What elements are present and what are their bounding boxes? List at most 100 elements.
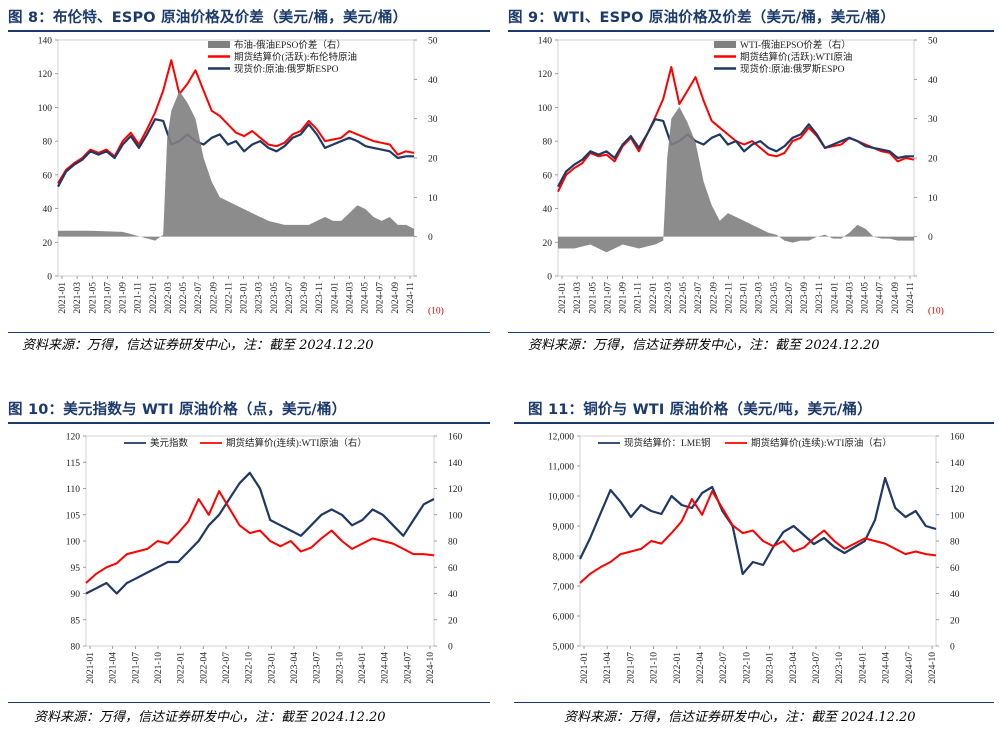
fig10-x-tick-5: 2022-04 (199, 652, 209, 684)
fig9-yright-tick-3: 20 (928, 155, 938, 165)
fig10-title: 图 10：美元指数与 WTI 原油价格（点，美元/桶） (8, 402, 347, 418)
fig10-yright-tick-6: 120 (448, 485, 463, 495)
fig10-x-tick-8: 2023-01 (267, 652, 277, 684)
fig11-x-tick-8: 2023-01 (766, 652, 776, 684)
fig8-yright-tick-5: 40 (428, 76, 438, 86)
fig10-yleft-tick-7: 115 (66, 459, 80, 469)
fig11-yright-tick-6: 120 (950, 485, 965, 495)
fig11-bottom-rule (514, 702, 994, 703)
fig10-bottom-rule (8, 702, 490, 703)
fig8-x-tick-23: 2024-11 (406, 282, 416, 314)
fig9-x-tick-1: 2021-03 (573, 282, 583, 314)
fig8-yright-tick-1: 0 (428, 233, 433, 243)
fig8-yleft-tick-5: 100 (38, 104, 53, 114)
fig8-yright-tick-4: 30 (428, 115, 438, 125)
fig8-x-tick-11: 2022-11 (224, 282, 234, 314)
fig11-x-tick-12: 2024-01 (858, 652, 868, 684)
fig8-yleft-tick-4: 80 (43, 138, 53, 148)
fig8-x-tick-17: 2023-11 (315, 282, 325, 314)
fig11-yright-tick-1: 20 (950, 616, 960, 626)
fig9-yleft-tick-1: 20 (543, 239, 553, 249)
panel-fig10: 图 10：美元指数与 WTI 原油价格（点，美元/桶） 80 85 90 95 100 1… (8, 398, 490, 738)
fig11-chart: 5,000 6,000 7,000 8,000 9,000 10,000 11,000 12,… (548, 433, 965, 684)
fig9-x-tick-12: 2023-01 (740, 282, 750, 314)
fig9-bottom-rule (508, 332, 994, 333)
panel-fig8: 图 8：布伦特、ESPO 原油价格及价差（美元/桶，美元/桶） 0 20 40 60 8… (8, 6, 490, 356)
fig9-x-tick-15: 2023-07 (785, 282, 795, 314)
fig10-x-tick-2: 2021-07 (131, 652, 141, 684)
fig11-x-tick-2: 2021-07 (626, 652, 636, 684)
fig11-x-tick-0: 2021-01 (580, 652, 590, 684)
fig8-x-tick-2: 2021-05 (88, 282, 98, 314)
fig9-x-tick-19: 2024-03 (845, 282, 855, 314)
fig8-legend-2: 现货价:原油:俄罗斯ESPO (234, 63, 339, 75)
fig8-x-tick-7: 2022-03 (164, 282, 174, 314)
fig11-series-0-line (579, 476, 937, 576)
fig8-x-tick-13: 2023-03 (255, 282, 265, 314)
fig8-legend-swatch-0 (208, 41, 230, 48)
fig9-x-tick-4: 2021-09 (619, 282, 629, 314)
fig9-x-tick-5: 2021-11 (634, 282, 644, 314)
fig8-source: 资料来源：万得，信达证券研发中心，注：截至 2024.12.20 (22, 338, 374, 353)
panel-fig9: 图 9：WTI、ESPO 原油价格及价差（美元/桶，美元/桶） 0 20 40 60 8… (508, 6, 994, 356)
fig9-yright-tick-1: 0 (928, 233, 933, 243)
fig10-legend-0: 美元指数 (150, 437, 189, 449)
fig10-x-tick-11: 2023-10 (335, 652, 345, 684)
fig11-top-rule (514, 422, 994, 424)
fig8-series-2-area (58, 91, 414, 241)
fig10-x-tick-7: 2022-10 (245, 652, 255, 684)
fig10-x-tick-6: 2022-07 (222, 652, 232, 684)
fig8-x-tick-22: 2024-09 (391, 282, 401, 314)
fig8-x-tick-0: 2021-01 (58, 282, 68, 314)
fig8-yleft-tick-3: 60 (43, 171, 53, 181)
fig9-yleft-tick-4: 80 (543, 138, 553, 148)
fig11-x-tick-13: 2024-04 (882, 652, 892, 684)
fig8-series-0-line (57, 59, 415, 184)
fig10-x-tick-10: 2023-07 (313, 652, 323, 684)
fig8-yright-tick-2: 10 (428, 194, 438, 204)
fig9-legend-0: WTI-俄油EPSO价差（右） (740, 39, 851, 51)
fig11-x-tick-11: 2023-10 (835, 652, 845, 684)
fig8-x-tick-1: 2021-03 (73, 282, 83, 314)
fig10-legend-1: 期货结算价(连续):WTI原油（右） (226, 437, 367, 449)
fig10-yright-tick-2: 40 (448, 590, 458, 600)
fig9-legend-1: 期货结算价(活跃):WTI原油 (740, 51, 852, 63)
fig9-yleft-tick-3: 60 (543, 171, 553, 181)
fig11-x-tick-9: 2023-04 (789, 652, 799, 684)
fig11-yleft-tick-4: 9,000 (553, 523, 575, 533)
fig11-legend-1: 期货结算价(连续):WTI原油（右） (751, 437, 892, 449)
fig8-bottom-rule (8, 332, 490, 333)
fig8-x-tick-18: 2024-01 (330, 282, 340, 314)
fig9-yleft-tick-0: 0 (547, 273, 552, 283)
fig10-x-tick-1: 2021-04 (109, 652, 119, 684)
fig11-x-tick-5: 2022-04 (696, 652, 706, 684)
fig9-yleft-tick-5: 100 (538, 104, 553, 114)
fig9-x-tick-23: 2024-11 (906, 282, 916, 314)
fig8-x-tick-20: 2024-05 (361, 282, 371, 314)
fig9-chart: 0 20 40 60 80 100 120 140 (10) 0 10 20 30 40 50 2021-01… (538, 37, 944, 317)
fig11-yright-tick-5: 100 (950, 511, 965, 521)
fig10-yleft-tick-6: 110 (66, 485, 80, 495)
fig11-yleft-tick-0: 5,000 (553, 643, 575, 653)
fig8-yright-tick-3: 20 (428, 155, 438, 165)
fig10-series-1-line (85, 490, 435, 584)
fig9-source: 资料来源：万得，信达证券研发中心，注：截至 2024.12.20 (528, 338, 880, 353)
fig11-yleft-tick-3: 8,000 (553, 553, 575, 563)
fig9-x-tick-2: 2021-05 (588, 282, 598, 314)
fig8-x-tick-15: 2023-07 (285, 282, 295, 314)
fig10-x-tick-13: 2024-04 (381, 652, 391, 684)
fig11-yright-tick-2: 40 (950, 590, 960, 600)
fig9-x-tick-9: 2022-07 (694, 282, 704, 314)
fig11-yleft-tick-1: 6,000 (553, 613, 575, 623)
fig9-series-2-area (558, 106, 914, 253)
fig11-x-tick-7: 2022-10 (742, 652, 752, 684)
fig9-x-tick-8: 2022-05 (679, 282, 689, 314)
fig11-yright-tick-8: 160 (950, 433, 965, 443)
fig9-x-tick-0: 2021-01 (558, 282, 568, 314)
fig11-legend-0: 现货结算价：LME铜 (624, 437, 711, 449)
fig10-x-tick-4: 2022-01 (177, 652, 187, 684)
fig10-yleft-tick-8: 120 (66, 433, 81, 443)
fig10-yleft-tick-1: 85 (71, 616, 81, 626)
fig10-x-tick-15: 2024-10 (426, 652, 436, 684)
fig9-series-0-line (557, 66, 915, 193)
